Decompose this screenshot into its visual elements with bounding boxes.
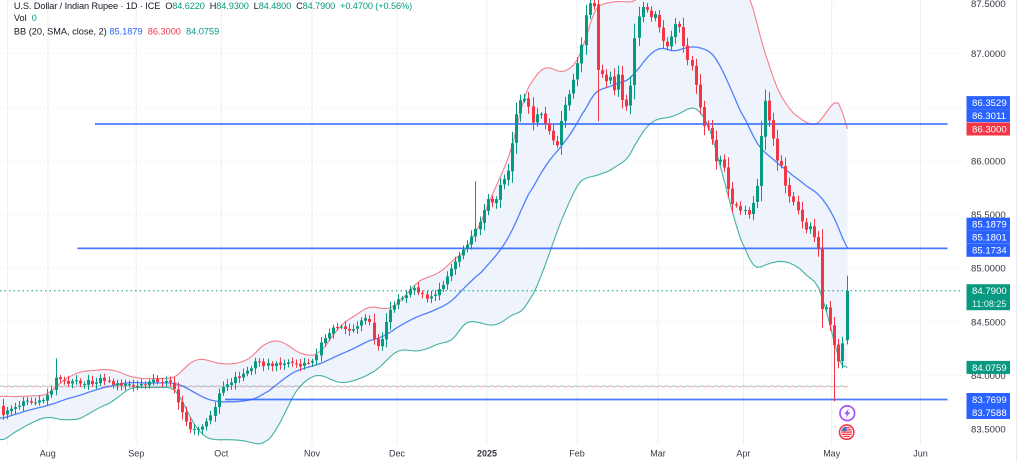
svg-text:85.1801: 85.1801 (972, 233, 1007, 244)
svg-text:87.0000: 87.0000 (971, 49, 1006, 60)
svg-text:85.0000: 85.0000 (971, 264, 1006, 275)
svg-text:BB (20, SMA, close, 2) 85.1879: BB (20, SMA, close, 2) 85.1879 86.3000 8… (14, 27, 219, 37)
svg-text:Apr: Apr (736, 449, 750, 459)
svg-text:83.5000: 83.5000 (971, 425, 1006, 436)
svg-text:Dec: Dec (389, 449, 406, 459)
svg-text:Feb: Feb (569, 449, 585, 459)
svg-text:85.1879: 85.1879 (972, 220, 1007, 231)
svg-text:84.5000: 84.5000 (971, 317, 1006, 328)
svg-text:85.5000: 85.5000 (971, 210, 1006, 221)
svg-text:11:08:25: 11:08:25 (972, 299, 1006, 309)
svg-text:85.1734: 85.1734 (972, 246, 1007, 257)
svg-text:U.S. Dollar / Indian Rupee · 1: U.S. Dollar / Indian Rupee · 1D · ICE O8… (14, 1, 412, 11)
svg-text:84.7900: 84.7900 (972, 286, 1007, 297)
svg-text:Sep: Sep (128, 449, 144, 459)
svg-text:Jun: Jun (913, 449, 928, 459)
svg-text:Vol 0: Vol 0 (14, 13, 37, 23)
svg-text:86.3000: 86.3000 (972, 124, 1007, 135)
svg-text:84.0759: 84.0759 (972, 363, 1007, 374)
svg-text:Nov: Nov (304, 449, 321, 459)
svg-text:86.3529: 86.3529 (972, 98, 1007, 109)
svg-text:83.7699: 83.7699 (972, 395, 1007, 406)
svg-text:Aug: Aug (40, 449, 56, 459)
svg-text:84.0000: 84.0000 (971, 371, 1006, 382)
svg-text:Oct: Oct (214, 449, 229, 459)
svg-text:87.5000: 87.5000 (971, 0, 1006, 10)
svg-text:86.3011: 86.3011 (972, 111, 1006, 122)
svg-text:May: May (823, 449, 841, 459)
svg-text:2025: 2025 (477, 449, 497, 459)
svg-text:86.0000: 86.0000 (971, 156, 1006, 167)
svg-text:Mar: Mar (650, 449, 666, 459)
svg-text:83.7588: 83.7588 (972, 408, 1007, 419)
